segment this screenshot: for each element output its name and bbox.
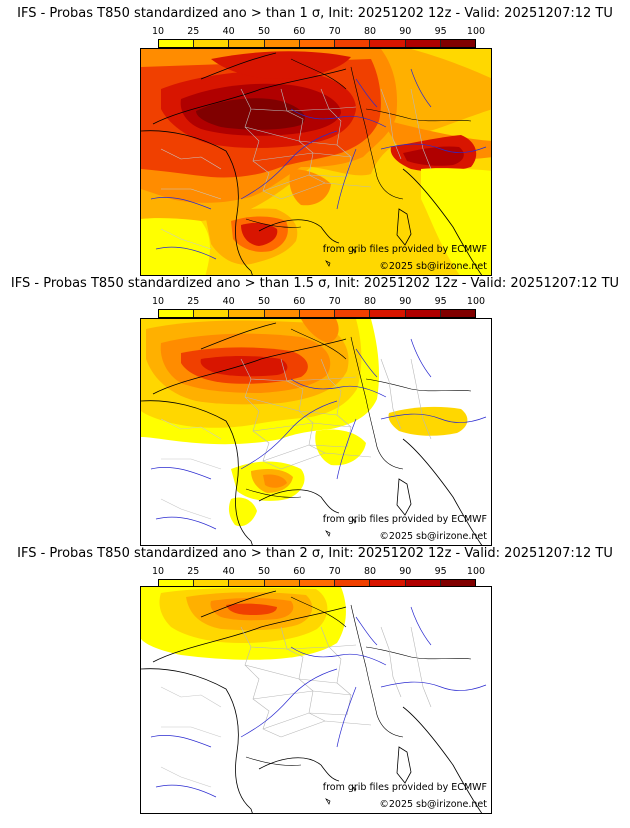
colorbar-swatch [194,310,230,317]
legend-tick: 100 [466,26,486,37]
probability-map-1sigma: from grib files provided by ECMWF ©2025 … [140,48,492,276]
legend-ticks: 10 25 40 50 60 70 80 90 95 100 [152,566,485,578]
legend-tick: 50 [257,296,271,307]
panel-3-title: IFS - Probas T850 standardized ano > tha… [17,546,613,561]
legend-tick: 25 [187,26,200,37]
colorbar [158,309,476,318]
colorbar-swatch [229,580,265,587]
copyright: ©2025 sb@irizone.net [379,531,487,542]
panel-1: IFS - Probas T850 standardized ano > tha… [0,6,630,282]
panel-2-title: IFS - Probas T850 standardized ano > tha… [10,276,620,291]
colorbar-swatch [370,310,406,317]
legend-tick: 50 [257,566,271,577]
panel-1-title: IFS - Probas T850 standardized ano > tha… [17,6,613,21]
copyright: ©2025 sb@irizone.net [379,261,487,272]
legend-tick: 90 [399,26,412,37]
colorbar-swatch [405,40,441,47]
colorbar [158,39,476,48]
legend-tick: 40 [222,26,235,37]
copyright: ©2025 sb@irizone.net [379,799,487,810]
legend-tick: 95 [434,296,447,307]
legend-tick: 70 [328,26,341,37]
colorbar-swatch [159,40,195,47]
map-canvas [141,587,491,813]
colorbar-swatch [159,310,195,317]
colorbar-swatch [335,580,371,587]
colorbar-swatch [440,310,475,317]
legend-tick: 95 [434,566,447,577]
legend-tick: 100 [466,566,486,577]
panel-2: IFS - Probas T850 standardized ano > tha… [0,276,630,552]
legend-tick: 10 [151,26,165,37]
legend-tick: 40 [222,296,235,307]
legend-tick: 70 [328,566,341,577]
legend-tick: 25 [187,296,200,307]
source-credit: from grib files provided by ECMWF [322,514,487,525]
legend-tick: 100 [466,296,486,307]
colorbar-swatch [299,580,336,587]
legend-tick: 10 [151,296,165,307]
colorbar-swatch [335,310,371,317]
map-canvas [141,319,491,545]
legend-tick: 50 [257,26,271,37]
colorbar-swatch [229,310,265,317]
probability-map-1-5sigma: from grib files provided by ECMWF ©2025 … [140,318,492,546]
legend-tick: 60 [293,26,306,37]
colorbar-swatch [335,40,371,47]
panel-3: IFS - Probas T850 standardized ano > tha… [0,546,630,822]
colorbar-swatch [194,40,230,47]
legend-tick: 80 [363,296,377,307]
legend-tick: 40 [222,566,235,577]
map-canvas [141,49,491,275]
colorbar-swatch [229,40,265,47]
source-credit: from grib files provided by ECMWF [322,244,487,255]
colorbar-swatch [194,580,230,587]
colorbar-swatch [370,40,406,47]
legend-tick: 90 [399,296,412,307]
legend-tick: 60 [293,296,306,307]
colorbar-swatch [440,40,475,47]
colorbar-swatch [405,310,441,317]
legend-tick: 10 [151,566,165,577]
legend-ticks: 10 25 40 50 60 70 80 90 95 100 [152,26,485,38]
legend-tick: 70 [328,296,341,307]
probability-map-2sigma: from grib files provided by ECMWF ©2025 … [140,586,492,814]
colorbar-swatch [264,580,300,587]
legend-tick: 90 [399,566,412,577]
panel-1-legend: 10 25 40 50 60 70 80 90 95 100 [152,26,485,56]
source-credit: from grib files provided by ECMWF [322,782,487,793]
legend-tick: 80 [363,26,377,37]
colorbar-swatch [370,580,406,587]
colorbar-swatch [405,580,441,587]
legend-tick: 25 [187,566,200,577]
colorbar-swatch [264,40,300,47]
legend-tick: 95 [434,26,447,37]
colorbar-swatch [299,40,336,47]
colorbar-swatch [264,310,300,317]
panel-2-legend: 10 25 40 50 60 70 80 90 95 100 [152,296,485,326]
legend-ticks: 10 25 40 50 60 70 80 90 95 100 [152,296,485,308]
colorbar-swatch [440,580,475,587]
colorbar-swatch [159,580,195,587]
legend-tick: 60 [293,566,306,577]
colorbar-swatch [299,310,336,317]
legend-tick: 80 [363,566,377,577]
